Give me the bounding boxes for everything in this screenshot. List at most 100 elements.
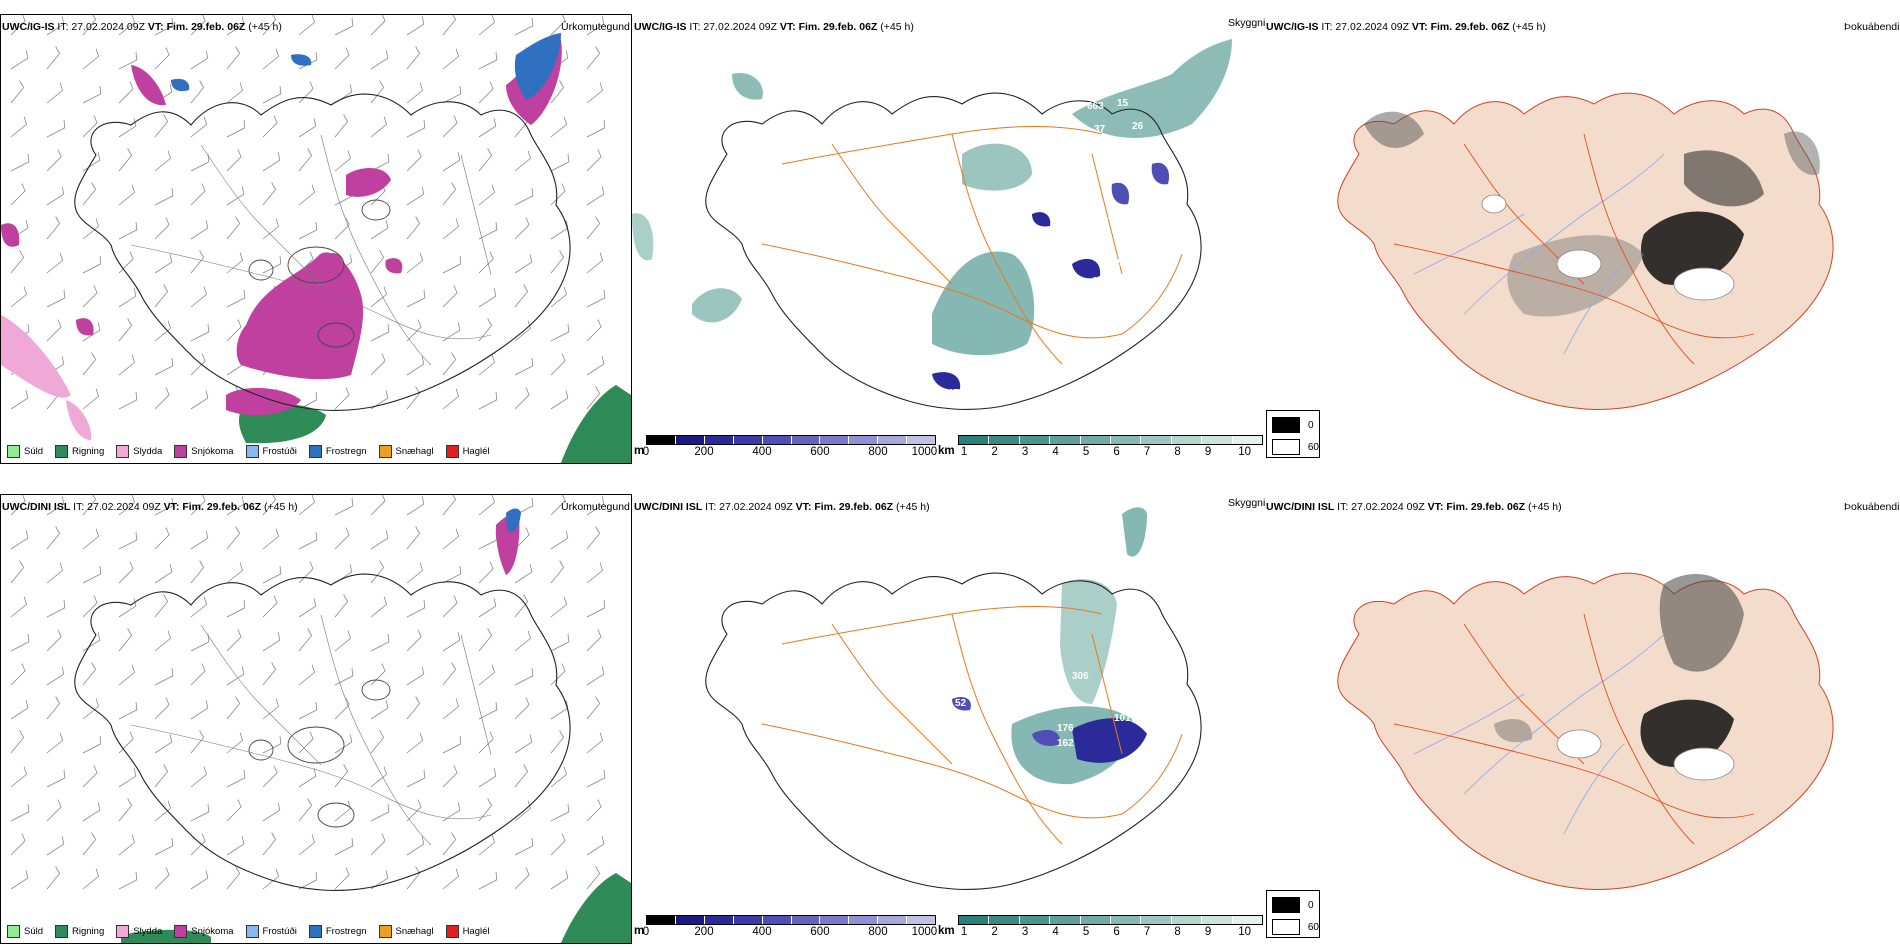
- wind-barb: [478, 834, 495, 856]
- wind-barb: [586, 836, 605, 856]
- visibility-labels: 74 306 52 12 176 101 162 12: [955, 671, 1154, 749]
- visibility-label: 28: [1094, 136, 1106, 147]
- wind-barb: [442, 182, 457, 206]
- river-lines: [1413, 633, 1665, 835]
- visibility-km-area: [732, 73, 763, 100]
- legend-swatch: [445, 924, 459, 938]
- legend-item: Snæhagl: [378, 924, 434, 938]
- wind-barb: [118, 221, 138, 240]
- visibility-label: 663: [1087, 101, 1104, 112]
- wind-barb: [550, 495, 566, 516]
- wind-barb: [298, 834, 315, 856]
- snow-area: [385, 258, 403, 274]
- visibility-m-area: [1072, 258, 1101, 279]
- wind-barb: [514, 187, 534, 206]
- panel-title: Úrkomutegund: [561, 501, 630, 513]
- wind-barb: [514, 594, 529, 618]
- wind-barb: [190, 495, 206, 516]
- wind-barb: [118, 354, 135, 376]
- legend-label: Súld: [24, 925, 44, 937]
- valid-time: VT: Fim. 29.feb. 06Z: [1411, 21, 1510, 33]
- tick-label: 10: [1238, 446, 1252, 458]
- wind-barb: [550, 353, 566, 376]
- wind-barb: [46, 666, 65, 686]
- colorbar-ticks: 0 200 400 600 800 1000: [643, 445, 937, 459]
- wind-barb: [550, 15, 566, 36]
- lead-time: (+45 h): [261, 501, 298, 513]
- wind-barb: [478, 701, 498, 720]
- wind-barb: [550, 596, 567, 618]
- visibility-m-area: [1072, 718, 1147, 763]
- wind-barb: [190, 700, 209, 720]
- wind-barb: [550, 286, 567, 308]
- wind-barb: [118, 834, 135, 856]
- wind-barb: [262, 595, 278, 618]
- wind-barb: [514, 697, 530, 720]
- wind-barb: [262, 698, 279, 720]
- wind-barb: [406, 629, 422, 652]
- wind-barb: [154, 17, 174, 36]
- wind-barb: [10, 766, 27, 788]
- wind-barb: [586, 386, 601, 410]
- road-lines: [761, 126, 1183, 365]
- visibility-map-ig: 162 663 15 37 26 28 19 11 86 10 12 916 4…: [632, 14, 1262, 462]
- wind-barb: [370, 596, 387, 618]
- wind-barb: [334, 594, 349, 618]
- wind-barb: [514, 150, 531, 172]
- precip-legend: Súld Rigning Slydda Snjókoma Frostúði Fr…: [7, 440, 502, 462]
- wind-barb: [226, 769, 246, 788]
- wind-barb: [154, 217, 170, 240]
- wind-barb: [334, 387, 350, 410]
- wind-barb: [118, 15, 135, 36]
- wind-barb: [478, 598, 497, 618]
- rain-area: [561, 873, 631, 943]
- wind-barb: [46, 16, 65, 36]
- wind-barb: [334, 697, 350, 720]
- wind-barb: [442, 218, 459, 240]
- visibility-label: 19: [1102, 166, 1114, 177]
- snow-area: [346, 168, 391, 197]
- wind-barb: [478, 628, 493, 652]
- wind-barb: [514, 764, 529, 788]
- panel-title: Skyggni: [1228, 17, 1266, 29]
- wind-barb: [370, 353, 386, 376]
- fog-medium-area: [1784, 131, 1820, 175]
- wind-barb: [586, 319, 602, 342]
- wind-barb: [298, 495, 315, 516]
- legend-swatch: [308, 924, 322, 938]
- wind-barb: [550, 833, 566, 856]
- wind-barb: [46, 562, 63, 584]
- wind-barb: [370, 323, 390, 342]
- wind-barb: [190, 803, 210, 822]
- wind-barb: [478, 15, 495, 36]
- wind-barb: [334, 150, 351, 172]
- wind-barb: [334, 47, 350, 70]
- valid-time: VT: Fim. 29.feb. 06Z: [163, 501, 262, 513]
- wind-barb: [586, 252, 603, 274]
- visibility-label: 176: [1057, 723, 1074, 734]
- legend-label: Haglél: [462, 445, 490, 457]
- freezing-rain-area: [514, 33, 561, 100]
- wind-barb: [10, 730, 25, 754]
- wind-barb: [82, 115, 98, 138]
- legend-item: Rigning: [55, 444, 104, 458]
- wind-barb: [190, 116, 207, 138]
- wind-barb: [118, 768, 137, 788]
- legend-item: Slydda: [116, 444, 162, 458]
- wind-barb: [334, 217, 350, 240]
- legend-swatch: [378, 444, 392, 458]
- wind-barb: [10, 183, 26, 206]
- legend-swatch: [1272, 919, 1300, 935]
- wind-barb: [154, 47, 170, 70]
- wind-barb: [190, 730, 205, 754]
- wind-barb: [514, 497, 534, 516]
- wind-barb: [298, 221, 318, 240]
- wind-barb: [514, 320, 531, 342]
- wind-barb: [550, 530, 569, 550]
- tick-label: 5: [1082, 446, 1090, 458]
- wind-barb: [118, 628, 133, 652]
- wind-barb: [298, 148, 313, 172]
- wind-barb: [586, 82, 603, 104]
- colorbar-cells: [646, 435, 936, 445]
- wind-barb: [298, 798, 313, 822]
